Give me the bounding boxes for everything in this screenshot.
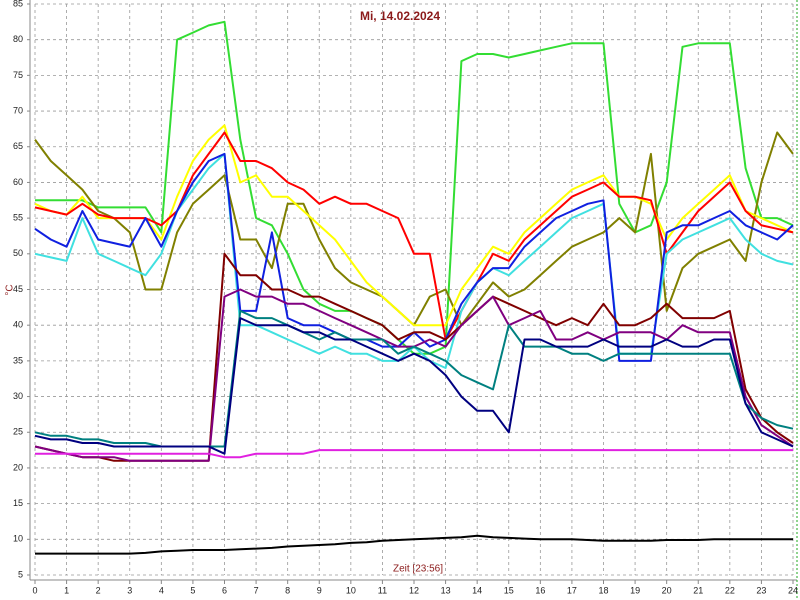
x-tick-label: 23 [756, 585, 766, 595]
x-tick-label: 15 [504, 585, 514, 595]
y-tick-label: 70 [13, 105, 23, 115]
y-tick-label: 75 [13, 70, 23, 80]
x-tick-label: 10 [346, 585, 356, 595]
x-tick-label: 3 [127, 585, 132, 595]
y-tick-label: 40 [13, 320, 23, 330]
x-tick-label: 13 [441, 585, 451, 595]
x-axis-label: Zeit [23:56] [393, 564, 443, 575]
x-tick-label: 18 [598, 585, 608, 595]
y-tick-label: 5 [18, 569, 23, 579]
series-line [35, 534, 793, 555]
y-tick-label: 65 [13, 141, 23, 151]
x-tick-label: 21 [693, 585, 703, 595]
x-tick-label: 19 [630, 585, 640, 595]
y-tick-label: 55 [13, 213, 23, 223]
x-tick-label: 8 [285, 585, 290, 595]
x-tick-label: 20 [662, 585, 672, 595]
x-tick-label: 1 [64, 585, 69, 595]
y-tick-label: 10 [13, 534, 23, 544]
y-tick-label: 20 [13, 462, 23, 472]
y-tick-label: 30 [13, 391, 23, 401]
y-tick-label: 25 [13, 427, 23, 437]
y-tick-label: 50 [13, 248, 23, 258]
x-tick-label: 14 [472, 585, 482, 595]
x-tick-label: 12 [409, 585, 419, 595]
x-tick-label: 0 [32, 585, 37, 595]
y-tick-label: 15 [13, 498, 23, 508]
x-tick-label: 17 [567, 585, 577, 595]
y-axis-label: °C [5, 284, 16, 295]
y-tick-label: 60 [13, 177, 23, 187]
y-tick-label: 45 [13, 284, 23, 294]
chart-title: Mi, 14.02.2024 [360, 9, 440, 23]
y-tick-label: 35 [13, 355, 23, 365]
x-tick-label: 24 [788, 585, 798, 595]
x-tick-label: 22 [725, 585, 735, 595]
x-tick-label: 6 [222, 585, 227, 595]
x-tick-label: 11 [378, 585, 387, 595]
x-tick-label: 2 [96, 585, 101, 595]
x-tick-label: 7 [254, 585, 259, 595]
x-tick-label: 16 [535, 585, 545, 595]
y-tick-label: 80 [13, 34, 23, 44]
x-tick-label: 9 [317, 585, 322, 595]
x-tick-label: 5 [190, 585, 195, 595]
x-tick-label: 4 [159, 585, 164, 595]
y-tick-label: 85 [13, 0, 23, 8]
series-line [35, 449, 793, 459]
series-line [34, 317, 794, 455]
